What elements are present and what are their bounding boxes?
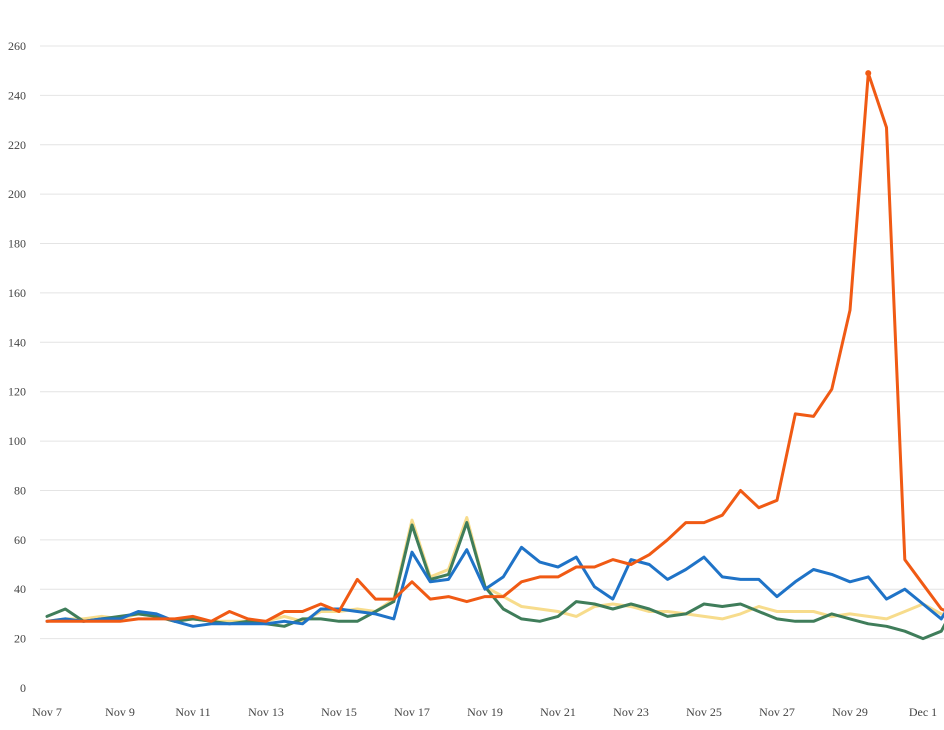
x-tick-label: Nov 17: [394, 705, 430, 719]
x-tick-label: Nov 23: [613, 705, 649, 719]
y-axis-ticks: 0 20 40 60 80 100 120 140 160 180 200 220 240 260: [8, 39, 26, 695]
x-tick-label: Nov 27: [759, 705, 795, 719]
x-tick-label: Nov 29: [832, 705, 868, 719]
y-tick-label: 0: [20, 681, 26, 695]
x-axis-ticks: Nov 7 Nov 9 Nov 11 Nov 13 Nov 15 Nov 17 Nov 19…: [32, 705, 937, 719]
y-tick-label: 80: [14, 483, 26, 497]
y-tick-label: 140: [8, 335, 26, 349]
y-tick-label: 220: [8, 138, 26, 152]
series-line-1: [45, 516, 944, 623]
y-tick-label: 260: [8, 39, 26, 53]
x-tick-label: Nov 25: [686, 705, 722, 719]
series-lines: [45, 70, 944, 641]
x-tick-label: Nov 19: [467, 705, 503, 719]
x-tick-label: Nov 21: [540, 705, 576, 719]
y-tick-label: 40: [14, 582, 26, 596]
series-line-3: [45, 545, 944, 628]
x-tick-label: Dec 1: [909, 705, 937, 719]
x-tick-label: Nov 11: [175, 705, 210, 719]
peak-point: [865, 70, 872, 77]
y-tick-label: 100: [8, 434, 26, 448]
x-tick-label: Nov 15: [321, 705, 357, 719]
y-tick-label: 60: [14, 533, 26, 547]
y-tick-label: 240: [8, 88, 26, 102]
series-line-4: [45, 71, 944, 623]
x-tick-label: Nov 13: [248, 705, 284, 719]
series-line-2: [45, 521, 944, 641]
y-tick-label: 200: [8, 187, 26, 201]
y-tick-label: 120: [8, 385, 26, 399]
y-tick-label: 20: [14, 632, 26, 646]
y-tick-label: 180: [8, 237, 26, 251]
y-tick-label: 160: [8, 286, 26, 300]
x-tick-label: Nov 9: [105, 705, 135, 719]
gridlines: [40, 45, 944, 640]
x-tick-label: Nov 7: [32, 705, 62, 719]
